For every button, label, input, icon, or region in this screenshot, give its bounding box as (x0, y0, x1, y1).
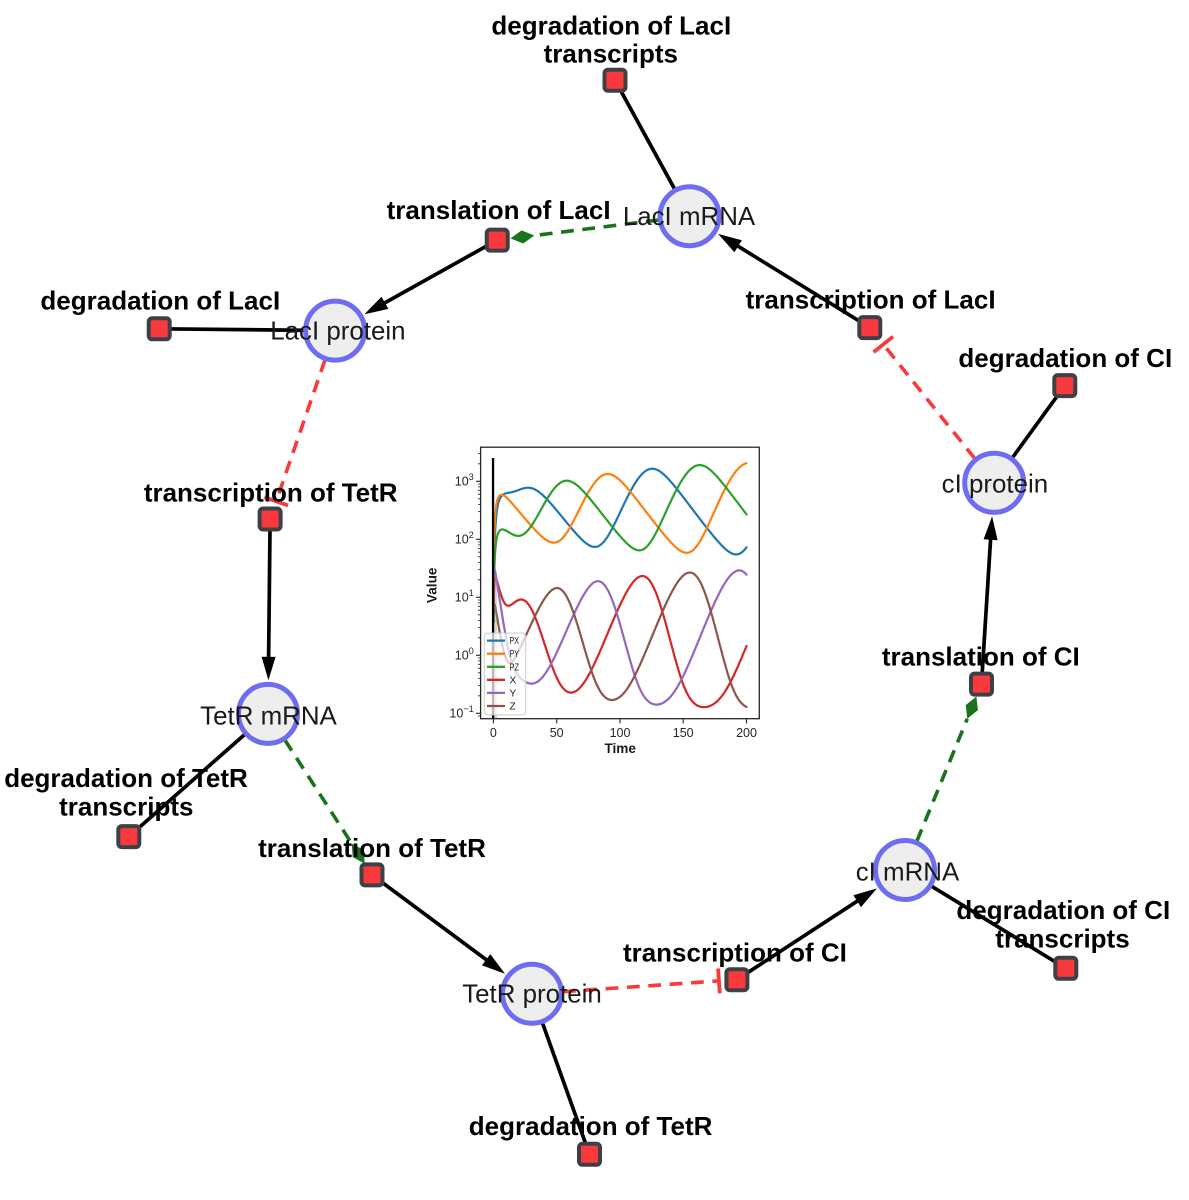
svg-text:100: 100 (455, 646, 474, 663)
svg-text:Z: Z (510, 702, 516, 713)
svg-text:degradation of LacI: degradation of LacI (40, 285, 280, 315)
svg-text:translation of LacI: translation of LacI (387, 195, 611, 225)
svg-text:200: 200 (736, 726, 757, 740)
svg-text:degradation of TetR: degradation of TetR (4, 763, 248, 793)
svg-text:translation of TetR: translation of TetR (258, 833, 486, 863)
svg-text:degradation of CI: degradation of CI (956, 895, 1170, 925)
svg-text:transcripts: transcripts (995, 923, 1129, 953)
svg-text:103: 103 (455, 472, 474, 489)
svg-text:101: 101 (455, 588, 474, 605)
svg-text:transcripts: transcripts (544, 39, 678, 69)
svg-text:TetR protein: TetR protein (462, 981, 602, 1009)
svg-text:102: 102 (455, 530, 474, 547)
svg-text:degradation of TetR: degradation of TetR (469, 1111, 713, 1141)
svg-text:Value: Value (425, 567, 440, 603)
svg-text:LacI protein: LacI protein (270, 317, 405, 345)
svg-text:100: 100 (610, 726, 631, 740)
svg-text:transcription of LacI: transcription of LacI (746, 285, 996, 315)
svg-text:PZ: PZ (510, 662, 520, 673)
svg-text:Time: Time (604, 741, 636, 756)
svg-text:50: 50 (550, 726, 564, 740)
svg-text:transcripts: transcripts (59, 792, 193, 822)
svg-text:TetR mRNA: TetR mRNA (200, 703, 337, 731)
svg-text:cI protein: cI protein (942, 470, 1049, 498)
svg-text:Y: Y (510, 688, 517, 699)
svg-text:X: X (510, 675, 517, 686)
svg-text:degradation of CI: degradation of CI (958, 343, 1172, 373)
svg-text:transcription of TetR: transcription of TetR (144, 477, 398, 507)
svg-text:0: 0 (490, 726, 497, 740)
svg-text:10−1: 10−1 (449, 704, 473, 721)
svg-text:translation of CI: translation of CI (882, 642, 1080, 672)
svg-text:PX: PX (510, 636, 520, 647)
svg-text:150: 150 (673, 726, 694, 740)
svg-text:LacI mRNA: LacI mRNA (623, 203, 756, 231)
svg-text:degradation of LacI: degradation of LacI (491, 10, 731, 40)
svg-text:PY: PY (510, 649, 520, 660)
svg-text:transcription of CI: transcription of CI (623, 938, 847, 968)
svg-text:cI mRNA: cI mRNA (856, 859, 960, 887)
